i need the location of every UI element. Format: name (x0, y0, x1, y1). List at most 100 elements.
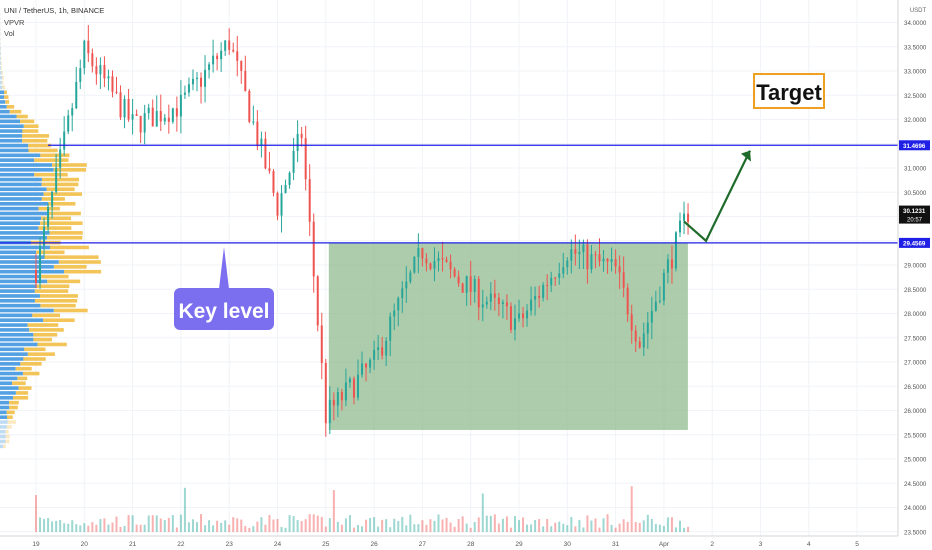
volume-bar (421, 520, 424, 532)
candle-body (590, 254, 593, 270)
volume-bar (554, 522, 557, 532)
projection-arrow[interactable] (683, 150, 751, 243)
candle-body (39, 245, 42, 284)
candle-body (240, 60, 243, 71)
vpvr-up-bar (0, 177, 42, 182)
candle-body (175, 108, 178, 117)
volume-bar (518, 520, 520, 532)
vpvr-up-bar (0, 168, 54, 172)
countdown-label: 20:57 (907, 218, 923, 224)
vpvr-up-bar (0, 46, 1, 51)
currency-label: USDT (910, 8, 927, 14)
volume-bar (670, 517, 673, 532)
candle-body (216, 55, 219, 60)
vpvr-up-bar (0, 226, 39, 230)
vpvr-up-bar (0, 313, 33, 318)
candle-body (397, 298, 400, 311)
volume-bar (602, 518, 605, 532)
volume-bar (340, 524, 343, 532)
volume-bar (264, 524, 267, 532)
volume-bar (441, 519, 444, 532)
vpvr-down-bar (32, 313, 61, 318)
price-label: 31.4696 (903, 143, 926, 150)
candle-body (566, 260, 569, 268)
candle-body (417, 248, 420, 257)
target-callout[interactable]: Target (753, 73, 825, 109)
candle-body (630, 314, 633, 331)
volume-bar (546, 518, 549, 532)
volume-bar (683, 527, 686, 532)
candle-body (260, 138, 263, 147)
volume-bar (300, 521, 303, 532)
time-axis[interactable]: 19 20 21 22 23 24 25 26 27 28 29 30 31 Apr 2 3 4 5 (0, 535, 932, 550)
vpvr-up-bar (0, 153, 41, 158)
price-axis[interactable]: USDT 34.0000 33.5000 33.0000 32.5000 32.0000… (897, 0, 932, 550)
volume-bar (566, 525, 569, 532)
candle-body (43, 226, 46, 246)
volume-bar (526, 524, 529, 532)
vpvr-up-bar (0, 294, 40, 298)
volume-bar (598, 527, 601, 532)
vpvr-up-bar (0, 202, 49, 206)
candle-body (143, 113, 146, 133)
vpvr-down-bar (40, 303, 76, 308)
vpvr-down-bar (22, 138, 48, 143)
price-label: 30.1231 (903, 208, 926, 215)
volume-bar (654, 523, 657, 532)
vpvr-up-bar (0, 143, 29, 148)
vpvr-up-bar (0, 274, 42, 279)
vpvr-up-bar (0, 357, 24, 361)
candle-body (75, 81, 78, 109)
time-tick: 26 (370, 541, 378, 548)
candle-body (35, 269, 37, 284)
vpvr-up-bar (0, 352, 28, 356)
candle-body (425, 258, 428, 264)
volume-bar (385, 519, 388, 532)
symbol-title: UNI / TetherUS, 1h, BINANCE (4, 6, 104, 15)
indicator-vpvr[interactable]: VPVR (4, 18, 25, 27)
time-tick: 30 (564, 541, 572, 548)
volume-bar (320, 516, 323, 532)
volume-bar (216, 520, 219, 532)
volume-bar (224, 520, 227, 532)
volume-bar (43, 519, 46, 532)
volume-bar (465, 523, 468, 532)
target-label: Target (756, 80, 822, 105)
vpvr-up-bar (0, 396, 13, 400)
volume-bar (312, 514, 315, 532)
vpvr-up-bar (0, 75, 3, 80)
range-box[interactable] (328, 243, 688, 430)
volume-bar (47, 518, 50, 532)
volume-bar (606, 514, 609, 532)
candle-body (658, 300, 661, 302)
volume-bar (594, 518, 597, 532)
vpvr-up-bar (0, 95, 5, 99)
vpvr-up-bar (0, 265, 54, 269)
volume-bar (562, 523, 565, 532)
price-tick: 28.0000 (904, 311, 927, 318)
key-level-callout[interactable]: Key level (174, 246, 274, 330)
candle-body (449, 261, 452, 270)
volume-bar (187, 522, 190, 532)
candle-body (352, 378, 355, 398)
vpvr-down-bar (12, 396, 29, 400)
indicator-vol[interactable]: Vol (4, 29, 15, 38)
candle-body (220, 50, 223, 60)
candle-body (115, 91, 118, 93)
candle-body (316, 276, 319, 326)
candle-body (377, 347, 380, 350)
candle-body (147, 107, 150, 114)
candle-body (574, 249, 577, 254)
callout-pointer (219, 246, 229, 289)
time-tick: 23 (226, 541, 234, 548)
vpvr-up-bar (0, 71, 2, 75)
candle-body (47, 206, 50, 227)
vpvr-up-bar (0, 284, 37, 289)
vpvr-up-bar (0, 420, 8, 424)
volume-bar (324, 526, 327, 532)
vpvr-up-bar (0, 216, 42, 221)
volume-bar (151, 515, 154, 532)
volume-bar (276, 518, 279, 532)
candle-body (469, 276, 472, 292)
